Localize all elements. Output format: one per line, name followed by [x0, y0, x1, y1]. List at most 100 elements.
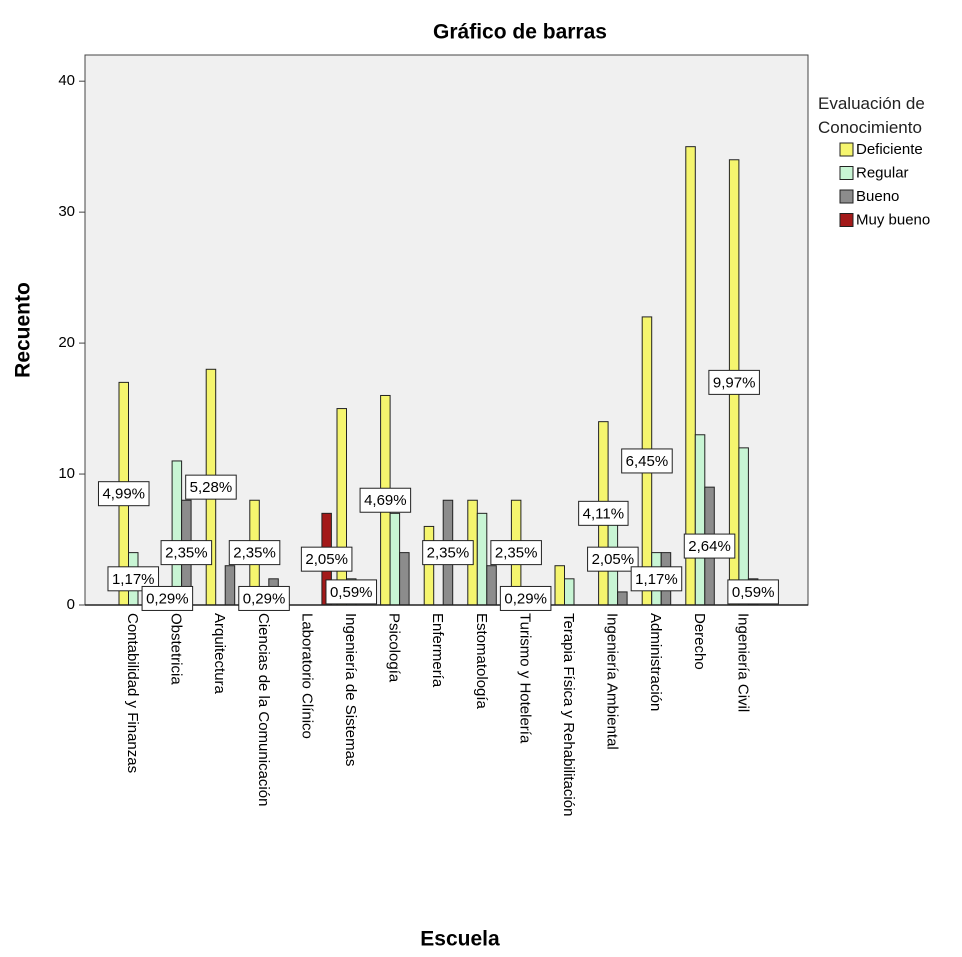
x-axis-label: Escuela [420, 928, 500, 951]
data-label: 2,05% [587, 546, 639, 572]
data-label-text: 2,05% [305, 551, 348, 568]
data-label-text: 1,17% [635, 571, 678, 588]
data-label-text: 1,17% [112, 571, 155, 588]
bar [694, 434, 706, 606]
y-tick-label: 20 [58, 334, 75, 351]
legend-label: Bueno [856, 188, 899, 205]
data-label-box [359, 487, 412, 513]
bar [423, 525, 435, 606]
data-label-box [238, 585, 290, 611]
data-label-text: 2,05% [592, 551, 635, 568]
bar [476, 512, 488, 606]
data-label: 0,29% [238, 585, 290, 611]
data-label-text: 0,59% [330, 584, 373, 601]
legend-swatch [839, 166, 854, 180]
data-label-text: 4,11% [583, 505, 624, 522]
data-label-text: 4,99% [102, 486, 145, 503]
x-tick-label: Ingeniería Ambiental [604, 613, 621, 750]
data-label-box [630, 566, 683, 592]
data-label-box [228, 540, 281, 566]
data-label-text: 4,69% [364, 492, 407, 509]
data-label: 2,05% [300, 546, 353, 572]
x-tick-label: Turismo y Hotelería [516, 613, 533, 744]
data-label: 9,97% [708, 369, 760, 395]
x-tick-label: Obstetricia [168, 613, 185, 685]
bar [224, 565, 236, 606]
chart-title: Gráfico de barras [433, 21, 607, 44]
legend-label: Regular [856, 164, 909, 181]
data-label-text: 2,35% [495, 545, 538, 562]
bar [554, 565, 565, 606]
data-label: 5,28% [185, 474, 237, 500]
bar [336, 408, 347, 606]
legend-label: Deficiente [856, 141, 923, 158]
bar [564, 578, 575, 606]
data-label-text: 0,29% [146, 590, 189, 607]
data-label: 2,35% [490, 540, 542, 566]
data-label: 2,35% [422, 540, 474, 566]
data-label: 2,64% [683, 533, 736, 559]
data-label-box [727, 579, 779, 605]
data-label-box [621, 448, 673, 474]
x-tick-label: Arquitectura [211, 613, 228, 695]
y-axis-label: Recuento [12, 282, 35, 378]
bar [486, 565, 497, 606]
data-label: 4,99% [97, 481, 150, 507]
data-label-box [97, 481, 150, 507]
bar [389, 512, 401, 606]
x-tick-label: Ingeniería Civil [734, 613, 751, 712]
data-label-text: 5,28% [190, 479, 233, 496]
y-tick-label: 10 [58, 465, 75, 482]
legend-swatch [839, 142, 854, 157]
data-label-text: 0,29% [504, 590, 547, 607]
x-tick-label: Administración [647, 613, 664, 711]
data-label-box [325, 579, 378, 605]
data-label: 2,35% [160, 540, 213, 566]
bar [617, 591, 628, 606]
x-tick-label: Ciencias de la Comunicación [255, 613, 272, 806]
legend-label: Muy bueno [856, 211, 930, 228]
x-tick-label: Terapia Física y Rehabilitación [560, 613, 577, 816]
bar [399, 552, 410, 606]
data-label: 1,17% [630, 566, 683, 592]
legend-swatch [839, 213, 854, 227]
data-label-box [578, 500, 629, 526]
data-label-box [160, 540, 213, 566]
data-label-text: 9,97% [713, 374, 756, 391]
data-label: 4,11% [578, 500, 629, 526]
data-label-text: 0,29% [243, 590, 286, 607]
x-tick-label: Ingeniería de Sistemas [342, 613, 359, 766]
x-tick-label: Enfermería [429, 613, 446, 688]
data-label-box [490, 540, 542, 566]
x-tick-label: Psicología [386, 613, 403, 683]
data-label-text: 2,35% [233, 545, 276, 562]
y-tick-label: 0 [67, 596, 75, 613]
data-label-text: 2,35% [427, 545, 470, 562]
x-tick-label: Estomatología [473, 613, 490, 710]
y-tick-label: 30 [58, 203, 75, 220]
data-label: 2,35% [228, 540, 281, 566]
data-label-text: 6,45% [626, 453, 669, 470]
data-label: 4,69% [359, 487, 412, 513]
legend-swatch [839, 189, 854, 204]
data-label: 0,29% [499, 585, 552, 611]
data-label-box [141, 585, 194, 611]
data-label-box [683, 533, 736, 559]
data-label-box [499, 585, 552, 611]
data-label: 0,29% [141, 585, 194, 611]
data-label-box [708, 369, 760, 395]
data-label: 0,59% [727, 579, 779, 605]
data-label-box [422, 540, 474, 566]
data-label-text: 2,64% [688, 538, 731, 555]
data-label-box [300, 546, 353, 572]
y-tick-label: 40 [58, 72, 75, 89]
data-label-box [185, 474, 237, 500]
bar [171, 460, 183, 606]
data-label-text: 2,35% [165, 545, 208, 562]
legend-title: Evaluación de Conocimiento [818, 94, 925, 137]
x-tick-label: Derecho [691, 613, 708, 670]
x-tick-label: Contabilidad y Finanzas [124, 613, 141, 773]
data-label: 6,45% [621, 448, 673, 474]
